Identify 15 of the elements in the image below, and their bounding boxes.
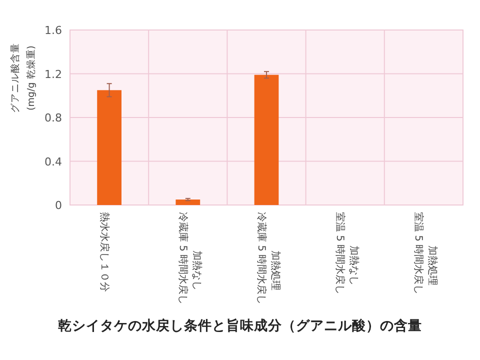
bar xyxy=(254,74,279,205)
x-tick-label: 熱水水戻し１０分 xyxy=(98,212,110,292)
y-axis-title: グアニル酸含量 (mg/g 乾燥重) xyxy=(9,43,37,113)
y-tick-label: 1.6 xyxy=(44,24,62,37)
x-tick-label: 冷蔵庫 5 時間水戻し加熱処理 xyxy=(256,212,282,305)
bar xyxy=(176,200,200,205)
y-tick-label: 0 xyxy=(55,199,62,212)
y-tick-label: 0.8 xyxy=(44,112,62,124)
bar xyxy=(97,90,122,205)
text: 乾シイタケの水戻し条件と旨味成分（グアニル酸）の含量 xyxy=(58,317,422,334)
y-tick-label: 0.4 xyxy=(44,155,62,168)
y-tick-label: 1.2 xyxy=(44,68,62,81)
x-tick-label: 室温 5 時間水戻し加熱処理 xyxy=(412,212,439,295)
x-tick-label: 冷蔵庫 5 時間水戻し加熱なし xyxy=(176,212,203,305)
x-tick-label: 室温 5 時間水戻し加熱なし xyxy=(334,212,360,295)
